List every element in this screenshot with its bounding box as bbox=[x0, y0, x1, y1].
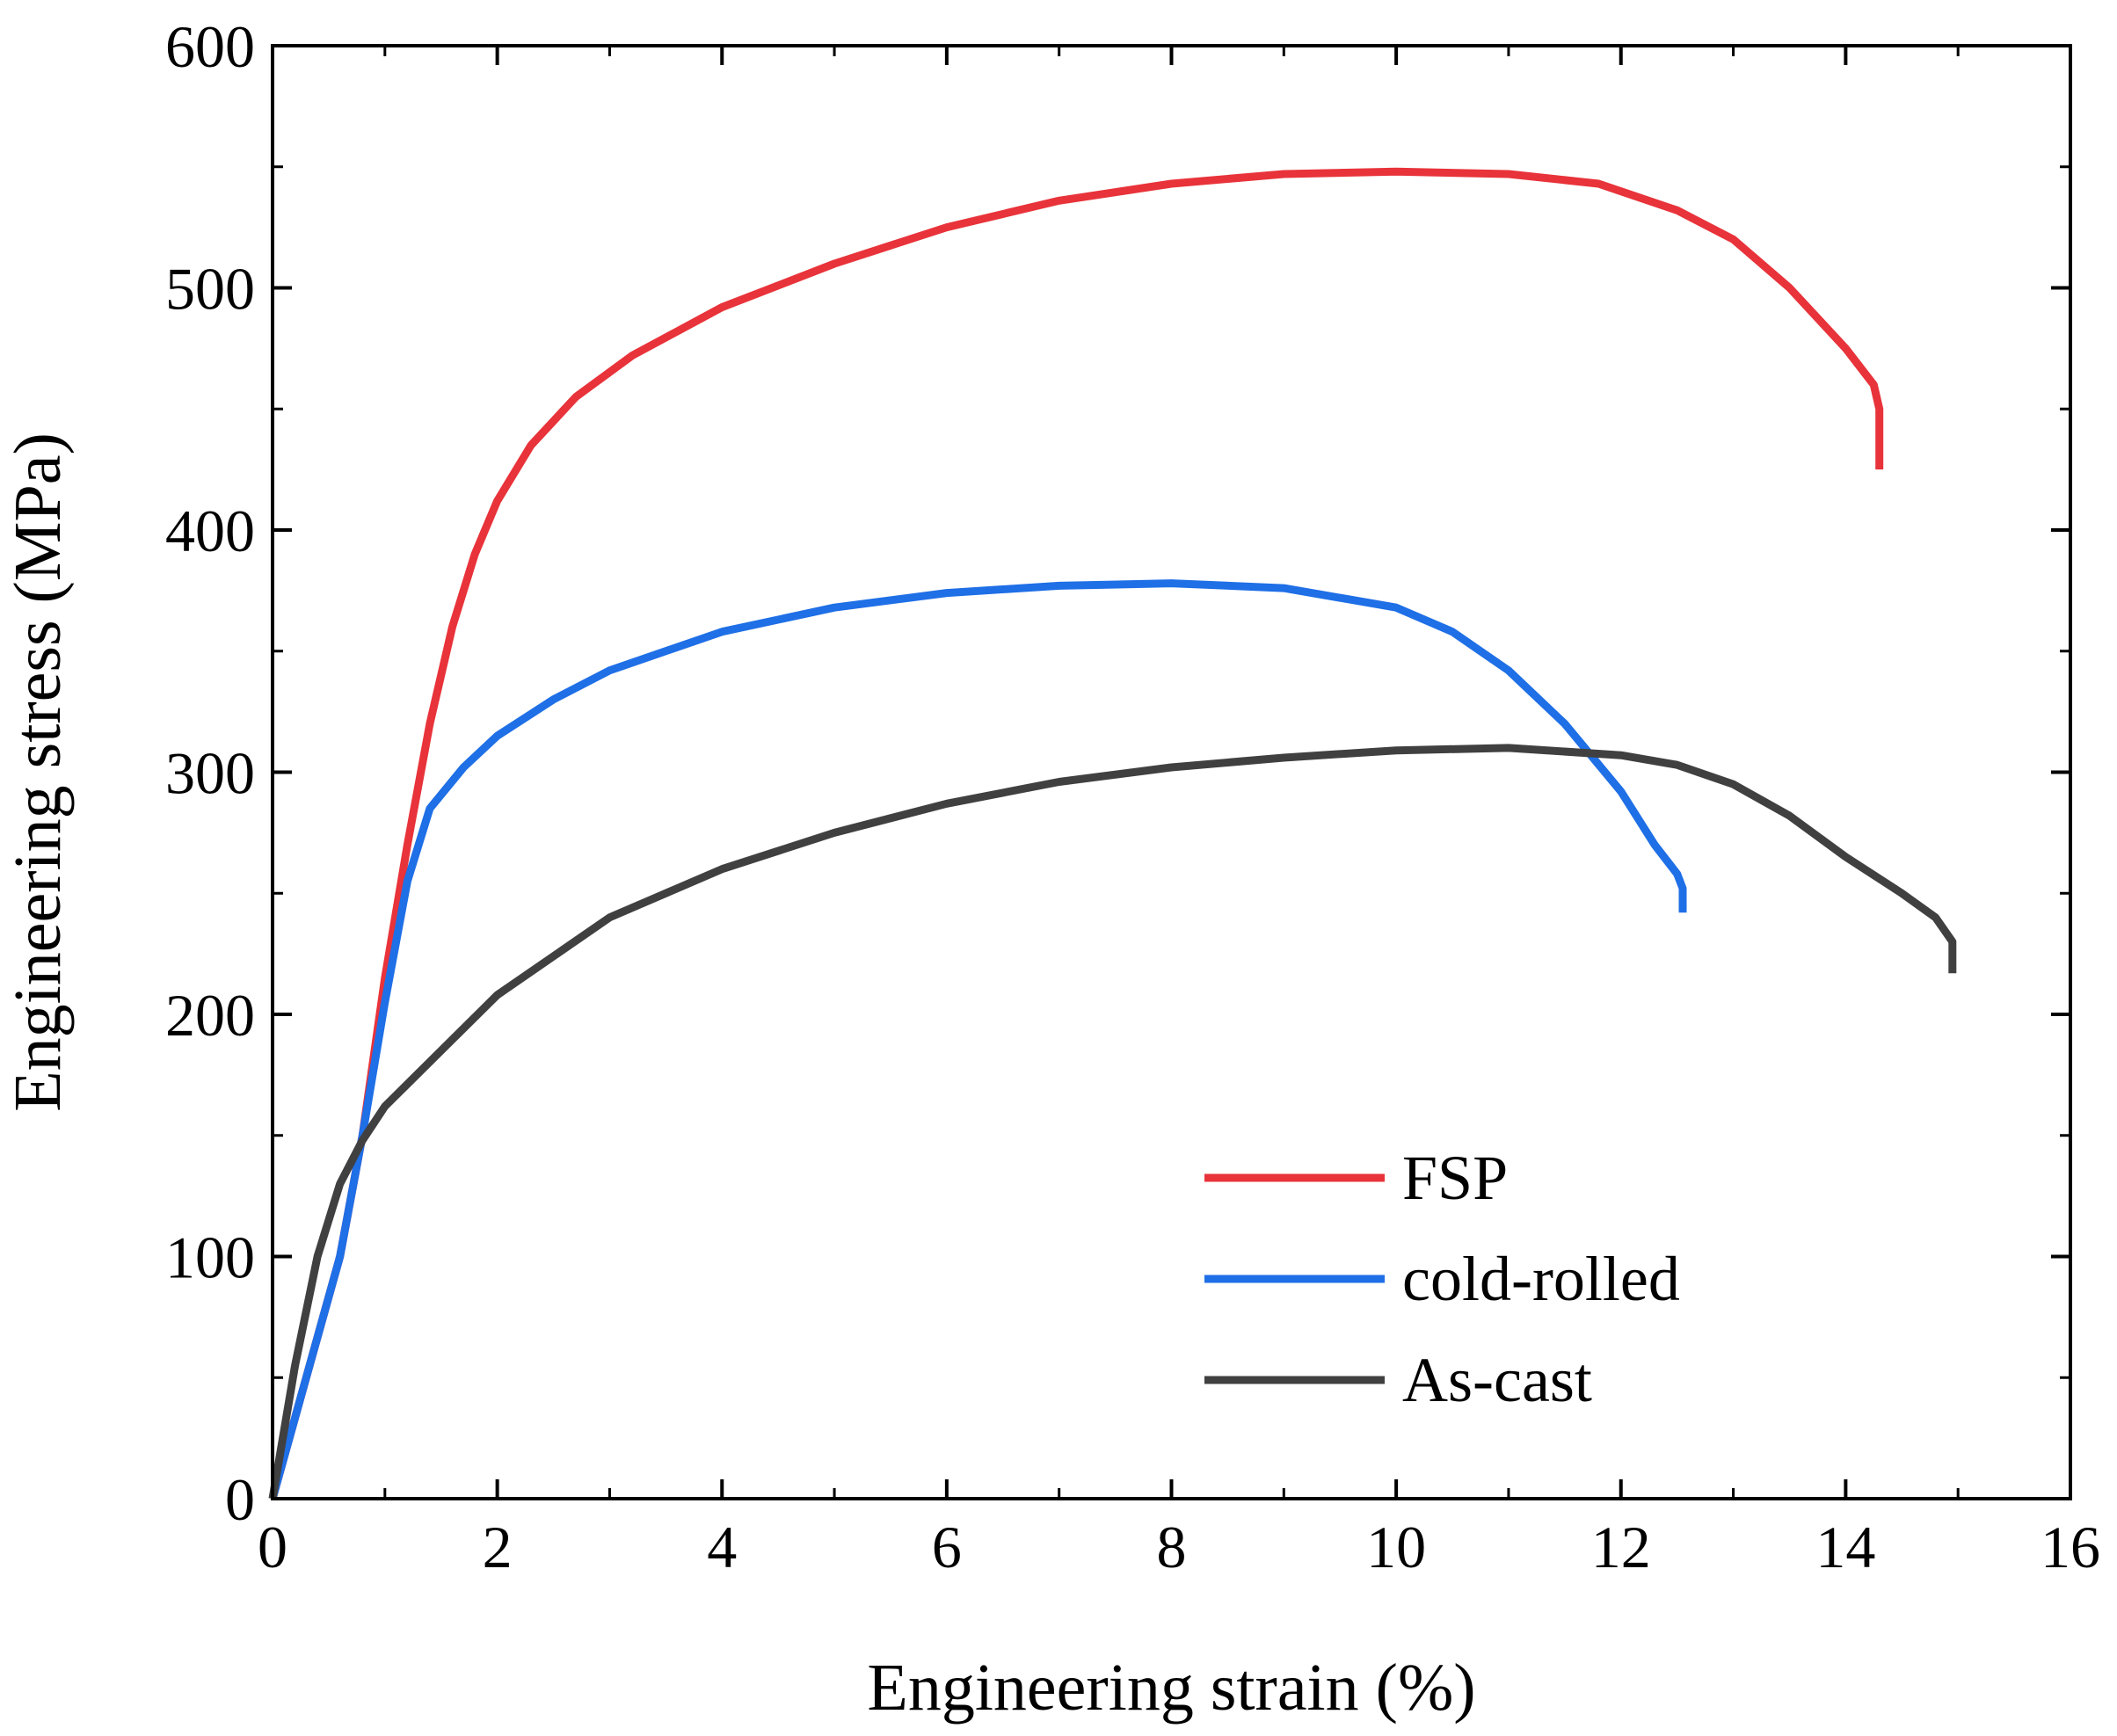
legend: FSP cold-rolled As-cast bbox=[1204, 1143, 1680, 1415]
x-tick-label: 4 bbox=[707, 1514, 737, 1580]
y-tick-label: 600 bbox=[165, 13, 255, 80]
x-tick-label: 8 bbox=[1157, 1514, 1187, 1580]
y-tick-label: 500 bbox=[165, 256, 255, 323]
y-axis-major-ticks bbox=[273, 44, 2070, 1500]
legend-label-fsp: FSP bbox=[1402, 1143, 1508, 1213]
x-tick-label: 14 bbox=[1815, 1514, 1875, 1580]
series-line-cold-rolled bbox=[268, 579, 1687, 1500]
x-tick-label: 16 bbox=[2041, 1514, 2100, 1580]
plot-frame bbox=[271, 44, 2072, 1500]
x-axis-minor-ticks bbox=[383, 46, 1960, 1499]
series-line-fsp bbox=[268, 167, 1884, 1500]
x-axis-tick-labels: 0 2 4 6 8 10 12 14 16 bbox=[258, 1514, 2100, 1580]
y-tick-label: 400 bbox=[165, 498, 255, 564]
y-tick-label: 300 bbox=[165, 740, 255, 807]
y-axis-title: Engineering stress (MPa) bbox=[1, 432, 75, 1112]
x-axis-title: Engineering strain (%) bbox=[867, 1651, 1475, 1725]
x-axis-major-ticks bbox=[271, 46, 2072, 1499]
x-tick-label: 10 bbox=[1366, 1514, 1426, 1580]
y-axis-tick-labels: 0 100 200 300 400 500 600 bbox=[165, 13, 255, 1533]
legend-label-as-cast: As-cast bbox=[1402, 1345, 1592, 1415]
x-tick-label: 12 bbox=[1591, 1514, 1651, 1580]
x-tick-label: 2 bbox=[483, 1514, 513, 1580]
x-tick-label: 6 bbox=[932, 1514, 962, 1580]
series-line-as-cast bbox=[268, 744, 1957, 1500]
y-tick-label: 200 bbox=[165, 982, 255, 1049]
y-tick-label: 0 bbox=[225, 1466, 255, 1533]
y-axis-minor-ticks bbox=[273, 165, 2070, 1379]
x-tick-label: 0 bbox=[258, 1514, 287, 1580]
series-layer bbox=[268, 167, 1957, 1500]
y-tick-label: 100 bbox=[165, 1224, 255, 1291]
legend-label-cold-rolled: cold-rolled bbox=[1402, 1244, 1680, 1314]
